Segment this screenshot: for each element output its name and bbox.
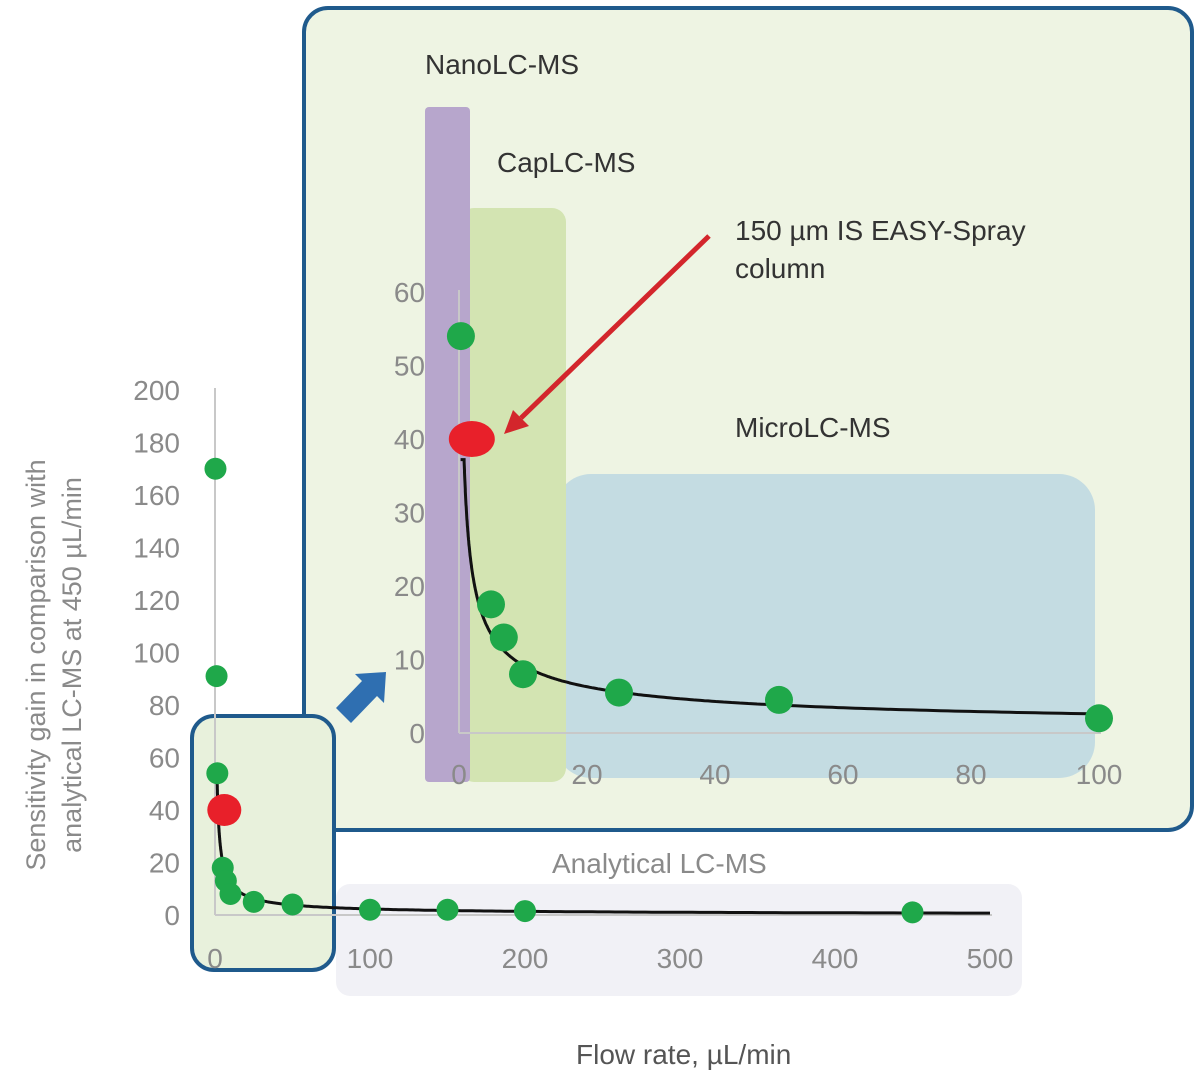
main-data-point <box>206 762 229 785</box>
main-y-tick-label: 180 <box>133 427 180 458</box>
main-x-tick-label: 300 <box>657 943 704 974</box>
microlc-band <box>555 474 1095 778</box>
main-y-tick-label: 60 <box>149 742 180 773</box>
main-data-point <box>242 890 265 913</box>
main-data-point <box>514 900 536 923</box>
main-data-point <box>281 893 304 916</box>
column-annotation-line2: column <box>735 253 825 284</box>
main-y-tick-label: 80 <box>149 690 180 721</box>
inset-y-tick-label: 20 <box>394 571 425 602</box>
caplc-label: CapLC-MS <box>497 147 635 178</box>
main-y-tick-label: 20 <box>149 847 180 878</box>
main-x-tick-label: 400 <box>812 943 859 974</box>
main-axes: 0 100 200 300 400 500020406080100120140160180… <box>133 375 1013 974</box>
main-y-tick-label: 200 <box>133 375 180 406</box>
inset-y-tick-label: 50 <box>394 350 425 381</box>
main-data-point <box>436 898 459 921</box>
inset-x-tick-label: 20 <box>571 759 602 790</box>
zoom-region-box <box>190 714 336 972</box>
caplc-band <box>460 208 566 782</box>
y-axis-title: Sensitivity gain in comparison with anal… <box>21 459 87 870</box>
main-y-tick-label: 160 <box>133 480 180 511</box>
inset-data-point <box>446 322 475 351</box>
main-marks <box>204 457 990 924</box>
main-data-point <box>359 898 381 921</box>
analytical-label: Analytical LC-MS <box>552 848 767 879</box>
main-data-point <box>219 883 242 905</box>
inset-x-tick-label: 80 <box>955 759 986 790</box>
main-y-tick-label: 100 <box>133 637 180 668</box>
inset-data-point <box>605 678 633 707</box>
inset-marks <box>446 322 1113 733</box>
main-x-tick-label: 500 <box>967 943 1014 974</box>
inset-highlight-point <box>448 421 495 457</box>
main-data-point <box>205 665 228 688</box>
main-data-point <box>901 901 924 924</box>
y-axis-title-line1: Sensitivity gain in comparison with <box>21 459 51 870</box>
inset-y-tick-label: 0 <box>409 718 425 749</box>
x-axis-title: Flow rate, µL/min <box>576 1039 791 1070</box>
microlc-label: MicroLC-MS <box>735 412 891 443</box>
main-x-tick-label: 100 <box>347 943 394 974</box>
analytical-band <box>336 884 1022 996</box>
column-annotation-line1: 150 µm IS EASY-Spray <box>735 215 1026 246</box>
main-y-tick-label: 140 <box>133 532 180 563</box>
inset-x-tick-label: 0 <box>451 759 467 790</box>
main-y-tick-label: 0 <box>164 900 180 931</box>
inset-x-tick-label: 60 <box>827 759 858 790</box>
inset-data-point <box>489 623 518 652</box>
main-x-tick-label: 200 <box>502 943 549 974</box>
main-highlight-point <box>207 794 242 826</box>
zoom-arrow <box>336 672 386 723</box>
nanolc-label: NanoLC-MS <box>425 49 579 80</box>
main-data-point <box>204 457 227 480</box>
inset-x-tick-label: 40 <box>699 759 730 790</box>
inset-y-tick-label: 40 <box>394 424 425 455</box>
inset-axes: 0 20 40 60 80 100 0 10 20 30 40 50 60 <box>394 277 1123 790</box>
main-x-tick-label: 0 <box>207 943 223 974</box>
main-y-tick-label: 120 <box>133 585 180 616</box>
y-axis-title-line2: analytical LC-MS at 450 µL/min <box>57 477 87 853</box>
inset-data-point <box>477 590 505 619</box>
inset-data-point <box>765 685 793 714</box>
inset-y-tick-label: 30 <box>394 497 425 528</box>
callout-arrow <box>504 234 711 434</box>
inset-data-point <box>509 660 537 689</box>
main-y-tick-label: 40 <box>149 795 180 826</box>
inset-x-tick-label: 100 <box>1076 759 1123 790</box>
inset-y-tick-label: 10 <box>394 644 425 675</box>
inset-data-point <box>1085 704 1113 733</box>
inset-y-tick-label: 60 <box>394 277 425 308</box>
